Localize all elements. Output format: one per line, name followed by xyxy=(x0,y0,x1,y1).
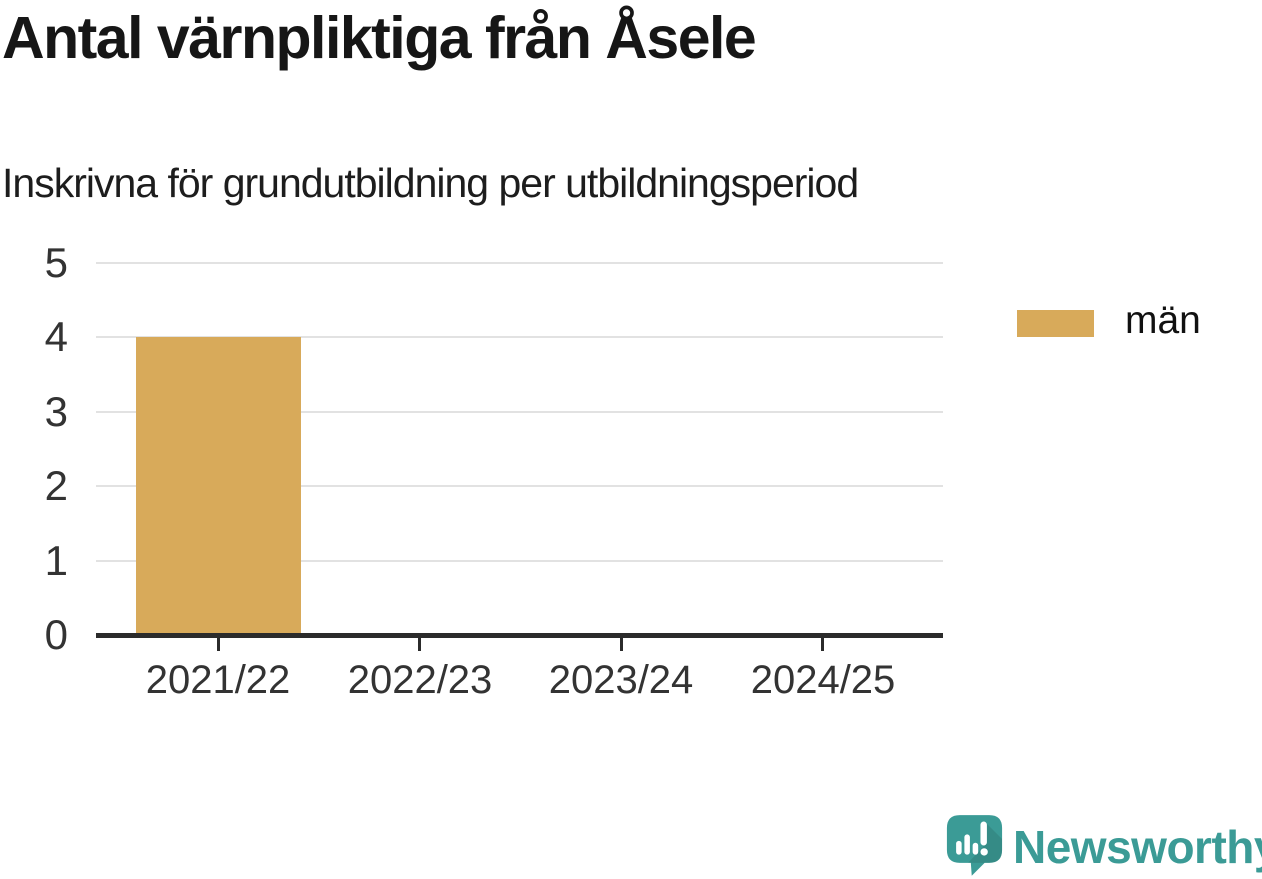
x-axis-line xyxy=(96,633,943,638)
newsworthy-speech-bubble-bar-chart-icon xyxy=(946,815,1003,876)
newsworthy-brand-name: Newsworthy xyxy=(1013,821,1262,873)
y-axis-tick-label: 3 xyxy=(44,388,68,435)
legend-swatch-man xyxy=(1017,310,1094,337)
gridline-y-2 xyxy=(96,485,943,487)
y-axis-tick-label: 5 xyxy=(44,239,68,286)
x-axis-tick-mark xyxy=(418,638,421,651)
gridline-y-5 xyxy=(96,262,943,264)
bar-män-2021/22 xyxy=(136,337,301,633)
x-axis-tick-label: 2022/23 xyxy=(347,658,493,702)
x-axis-tick-mark xyxy=(821,638,824,651)
x-axis-tick-label: 2021/22 xyxy=(145,658,291,702)
gridline-y-3 xyxy=(96,411,943,413)
newsworthy-brand-link[interactable]: Newsworthy xyxy=(946,814,1262,876)
gridline-y-4 xyxy=(96,336,943,338)
chart-title: Antal värnpliktiga från Åsele xyxy=(2,5,757,71)
x-axis-tick-label: 2023/24 xyxy=(548,658,694,702)
legend-label-man: män xyxy=(1125,299,1201,342)
y-axis-tick-label: 4 xyxy=(44,313,68,360)
x-axis-tick-mark xyxy=(620,638,623,651)
y-axis-tick-label: 0 xyxy=(44,611,68,658)
x-axis-tick-label: 2024/25 xyxy=(750,658,896,702)
chart-subtitle: Inskrivna för grundutbildning per utbild… xyxy=(2,160,859,206)
legend: män xyxy=(1017,299,1201,342)
gridline-y-1 xyxy=(96,560,943,562)
x-axis-tick-mark xyxy=(217,638,220,651)
y-axis-tick-label: 1 xyxy=(44,537,68,584)
y-axis-tick-label: 2 xyxy=(44,462,68,509)
